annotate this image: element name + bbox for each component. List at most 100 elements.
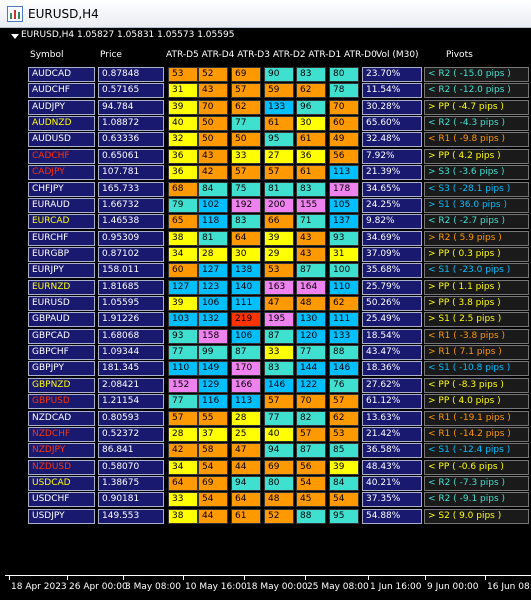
atr-cell: 77: [168, 345, 198, 360]
atr-cell: 68: [168, 182, 198, 197]
symbol-cell: USDCAD: [28, 476, 95, 491]
atr-cell: 69: [264, 460, 294, 475]
atr-cell: 57: [264, 165, 294, 180]
atr-cell: 39: [168, 100, 198, 115]
time-axis-label: 25 May 08:00: [307, 582, 369, 592]
price-cell: 0.90181: [98, 492, 164, 507]
pivot-cell: < S3 ( -28.1 pips ): [424, 182, 529, 197]
pivot-cell: < R2 ( -2.7 pips ): [424, 214, 529, 229]
time-axis-label: 18 May 00:00: [246, 582, 308, 592]
price-cell: 1.38675: [98, 476, 164, 491]
atr-cell: 106: [231, 329, 261, 344]
atr-cell: 48: [264, 492, 294, 507]
symbol-cell: AUDUSD: [28, 132, 95, 147]
atr-cell: 88: [296, 509, 326, 524]
price-cell: 1.08872: [98, 116, 164, 131]
atr-cell: 25: [231, 427, 261, 442]
atr-cell: 32: [168, 132, 198, 147]
atr-cell: 127: [198, 263, 228, 278]
pivot-cell: < R1 ( -9.8 pips ): [424, 132, 529, 147]
column-header-vol: Vol (M30): [376, 50, 419, 60]
symbol-cell: USDJPY: [28, 509, 95, 524]
atr-cell: 43: [198, 149, 228, 164]
pivot-cell: < PP ( -0.6 pips ): [424, 460, 529, 475]
price-cell: 0.58070: [98, 460, 164, 475]
atr-cell: 43: [296, 231, 326, 246]
atr-cell: 149: [198, 361, 228, 376]
volume-cell: 40.21%: [362, 476, 422, 491]
atr-cell: 130: [296, 312, 326, 327]
atr-cell: 60: [168, 263, 198, 278]
symbol-cell: CHFJPY: [28, 182, 95, 197]
atr-cell: 53: [329, 427, 359, 442]
volume-cell: 30.28%: [362, 100, 422, 115]
atr-cell: 50: [198, 116, 228, 131]
collapse-triangle-icon[interactable]: [11, 34, 19, 39]
atr-cell: 192: [231, 198, 261, 213]
atr-cell: 158: [198, 329, 228, 344]
volume-cell: 37.09%: [362, 247, 422, 262]
window-titlebar[interactable]: EURUSD,H4: [0, 0, 531, 28]
time-axis-tick: [183, 576, 184, 580]
atr-cell: 62: [296, 83, 326, 98]
pivot-cell: > S1 ( 2.5 pips ): [424, 312, 529, 327]
atr-cell: 111: [329, 312, 359, 327]
symbol-cell: AUDNZD: [28, 116, 95, 131]
atr-cell: 56: [329, 149, 359, 164]
atr-cell: 87: [296, 443, 326, 458]
atr-cell: 57: [296, 427, 326, 442]
atr-cell: 38: [168, 231, 198, 246]
atr-cell: 64: [231, 492, 261, 507]
volume-cell: 13.63%: [362, 411, 422, 426]
atr-cell: 80: [264, 476, 294, 491]
atr-cell: 81: [198, 231, 228, 246]
atr-cell: 80: [329, 67, 359, 82]
volume-cell: 37.35%: [362, 492, 422, 507]
volume-cell: 24.25%: [362, 198, 422, 213]
volume-cell: 11.54%: [362, 83, 422, 98]
volume-cell: 48.43%: [362, 460, 422, 475]
price-cell: 0.87102: [98, 247, 164, 262]
atr-cell: 64: [168, 476, 198, 491]
pivot-cell: > S2 ( 9.0 pips ): [424, 509, 529, 524]
time-axis-label: 16 Jun 08:00: [487, 582, 531, 592]
atr-cell: 39: [168, 296, 198, 311]
symbol-cell: NZDUSD: [28, 460, 95, 475]
time-axis-tick: [368, 576, 369, 580]
atr-cell: 133: [329, 329, 359, 344]
atr-cell: 90: [264, 67, 294, 82]
atr-cell: 84: [198, 182, 228, 197]
atr-cell: 95: [264, 132, 294, 147]
symbol-cell: GBPAUD: [28, 312, 95, 327]
atr-cell: 83: [231, 214, 261, 229]
atr-cell: 123: [198, 280, 228, 295]
symbol-cell: EURJPY: [28, 263, 95, 278]
price-cell: 149.553: [98, 509, 164, 524]
symbol-cell: GBPJPY: [28, 361, 95, 376]
atr-cell: 47: [264, 296, 294, 311]
atr-cell: 42: [198, 165, 228, 180]
atr-cell: 146: [264, 378, 294, 393]
volume-cell: 25.49%: [362, 312, 422, 327]
pivot-cell: > PP ( 3.8 pips ): [424, 296, 529, 311]
atr-cell: 133: [264, 100, 294, 115]
atr-cell: 61: [296, 165, 326, 180]
pivot-cell: < S1 ( -10.8 pips ): [424, 361, 529, 376]
atr-cell: 138: [231, 263, 261, 278]
column-header-symbol: Symbol: [30, 50, 64, 60]
volume-cell: 18.54%: [362, 329, 422, 344]
atr-cell: 28: [231, 411, 261, 426]
atr-cell: 69: [231, 67, 261, 82]
symbol-cell: GBPUSD: [28, 394, 95, 409]
atr-cell: 57: [168, 411, 198, 426]
atr-cell: 99: [198, 345, 228, 360]
atr-cell: 61: [296, 132, 326, 147]
atr-cell: 87: [296, 263, 326, 278]
volume-cell: 25.79%: [362, 280, 422, 295]
pivot-cell: > PP ( 4.0 pips ): [424, 394, 529, 409]
atr-cell: 28: [198, 247, 228, 262]
time-axis-tick: [305, 576, 306, 580]
pivot-cell: < R1 ( -14.2 pips ): [424, 427, 529, 442]
volume-cell: 21.42%: [362, 427, 422, 442]
